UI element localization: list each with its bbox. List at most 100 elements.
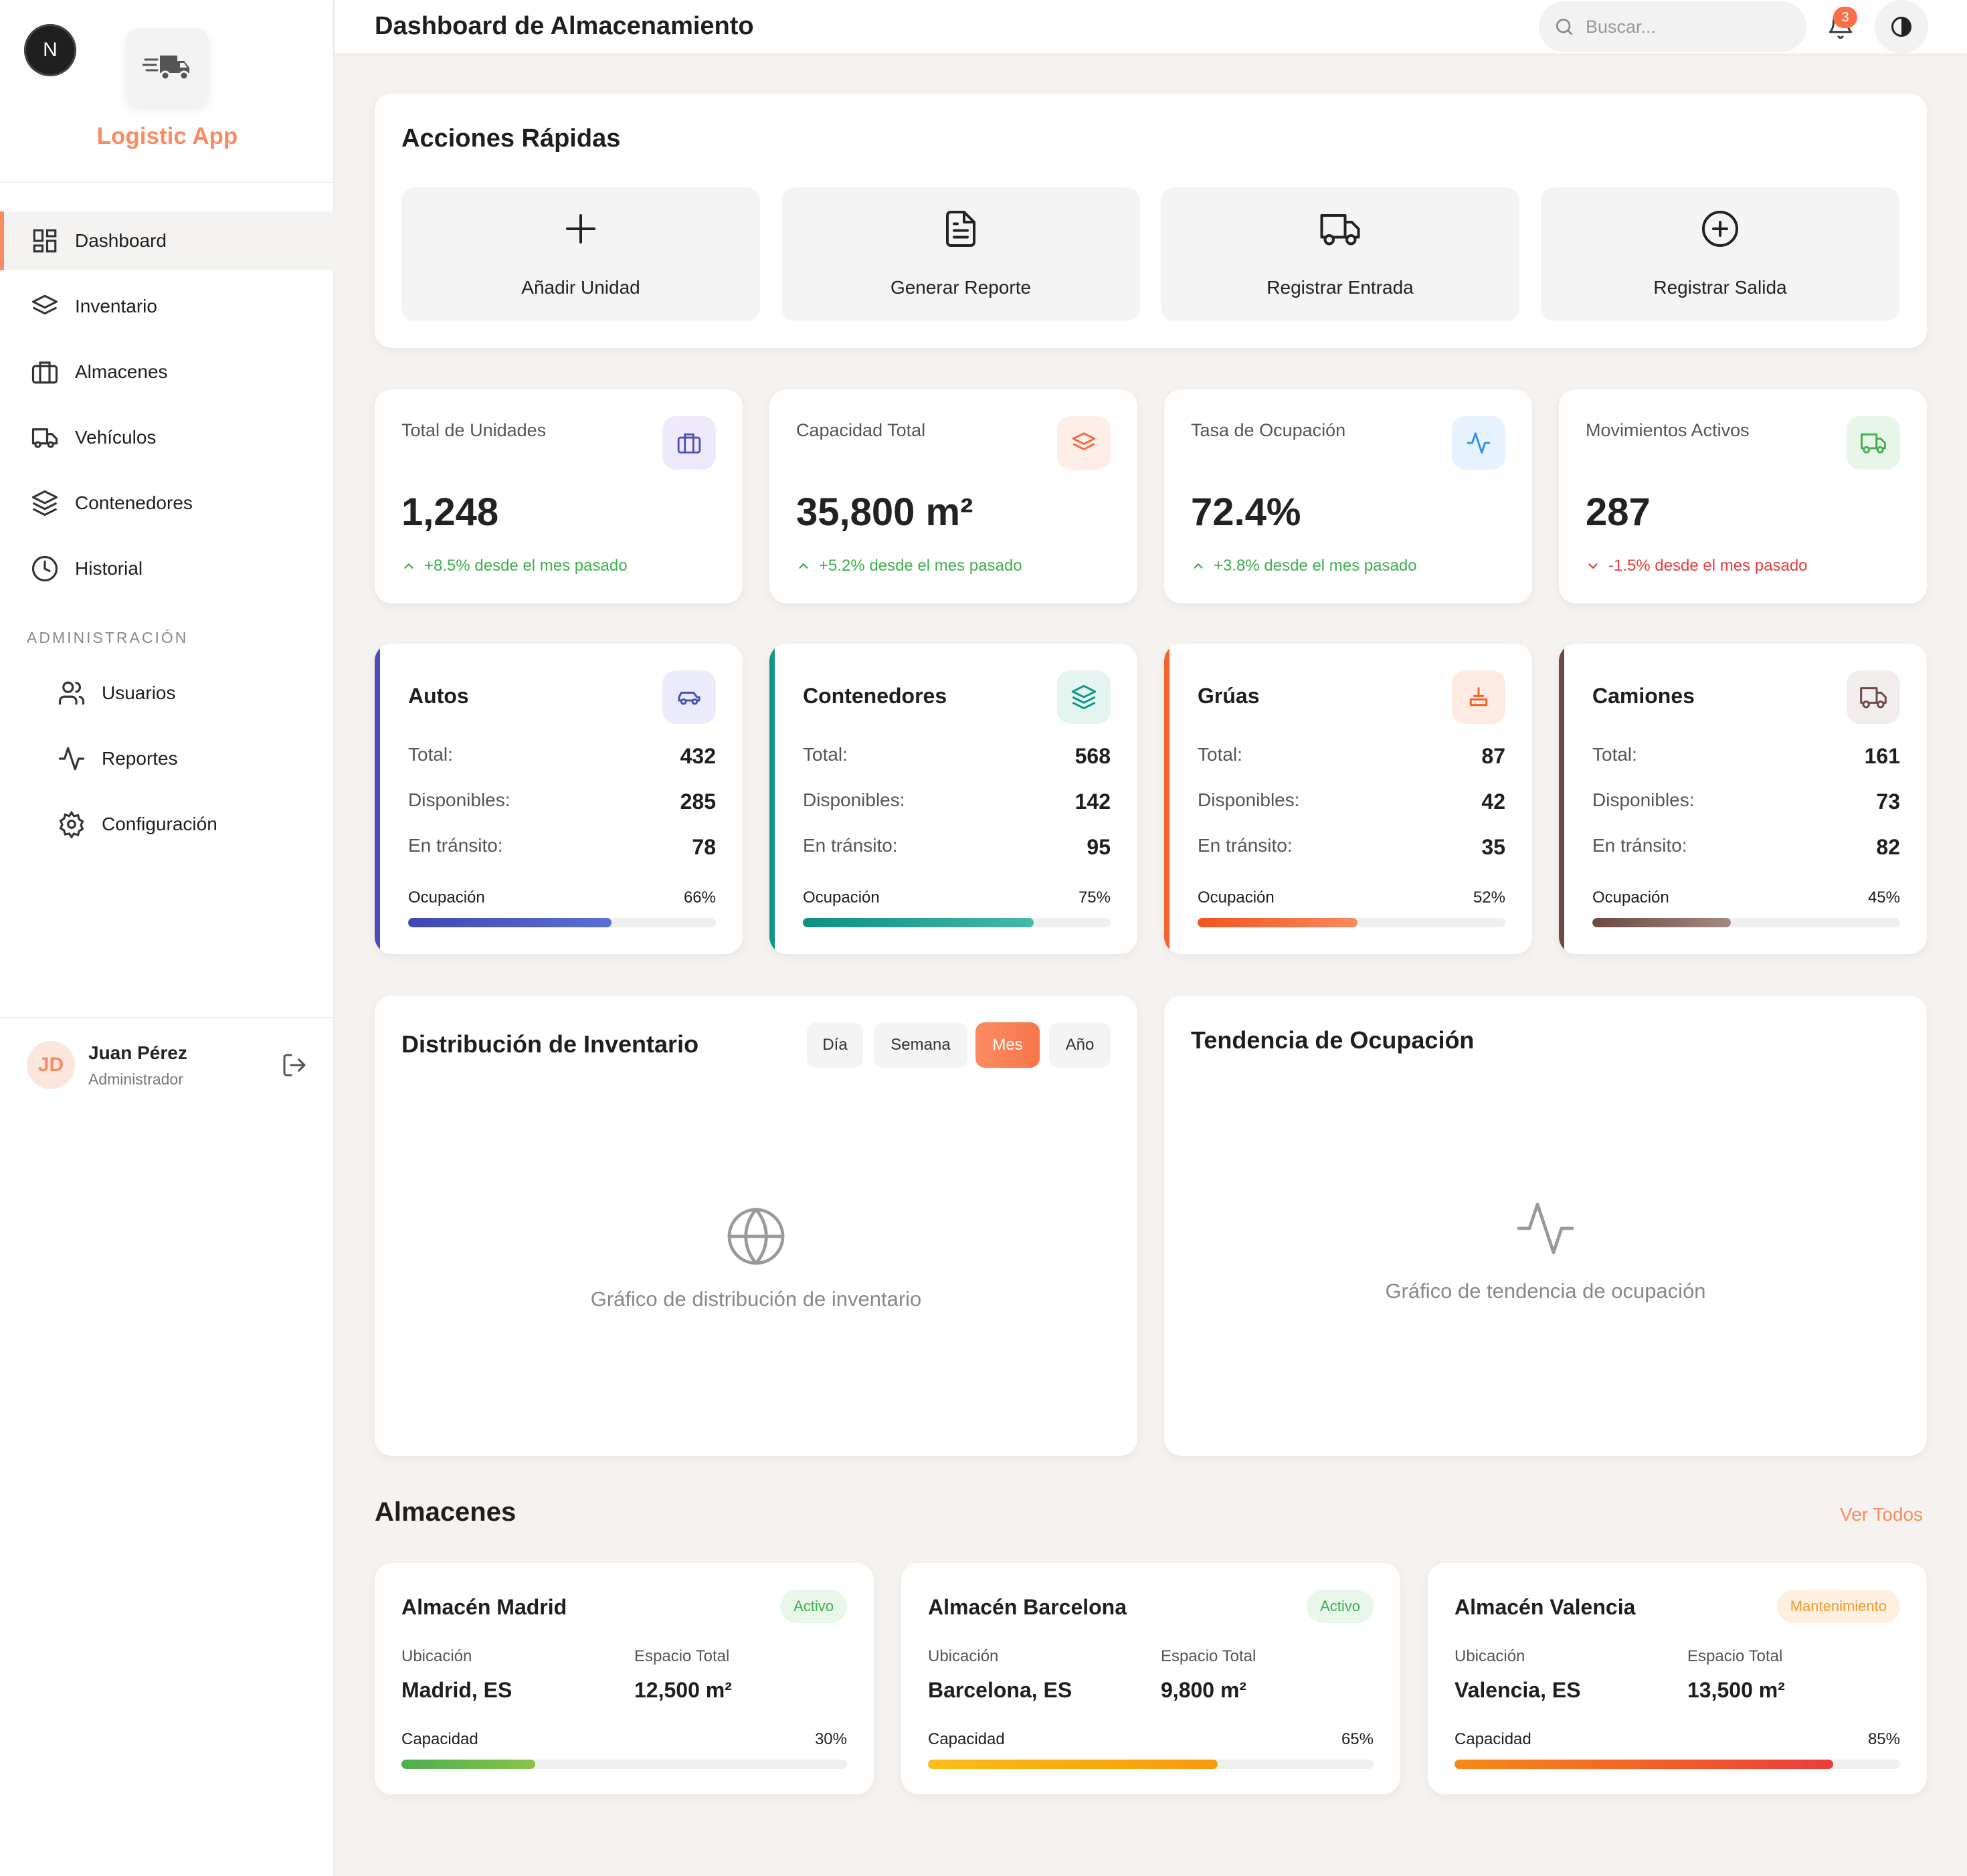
space-label: Espacio Total (634, 1647, 730, 1665)
category-row-total: Total: 568 (803, 744, 1111, 771)
row-value: 142 (1074, 789, 1111, 814)
add-unit-button[interactable] (401, 187, 760, 321)
sidebar-item-vehiculos[interactable]: Vehículos (0, 408, 335, 467)
stat-value: 35,800 m² (796, 490, 973, 534)
sidebar-divider (0, 1017, 335, 1018)
category-title: Grúas (1198, 684, 1260, 708)
warehouse-card-madrid[interactable]: Almacén Madrid Activo Ubicación Espacio … (375, 1563, 874, 1794)
trend-title: Tendencia de Ocupación (1191, 1026, 1475, 1054)
occupancy-progress (1592, 918, 1900, 927)
stat-icon-wrap (1057, 416, 1111, 470)
dashboard-icon (33, 229, 57, 253)
capacity-progress-fill (1455, 1760, 1834, 1769)
category-icon-wrap (1057, 670, 1111, 724)
stat-change-text: -1.5% desde el mes pasado (1608, 557, 1808, 575)
space-value: 9,800 m² (1161, 1678, 1247, 1702)
search-box[interactable] (1539, 1, 1806, 52)
category-title: Camiones (1592, 684, 1695, 708)
sidebar-item-label: Contenedores (75, 492, 193, 513)
row-label: En tránsito: (1198, 835, 1293, 856)
row-label: Disponibles: (408, 789, 510, 810)
category-row-transit: En tránsito: 95 (803, 835, 1111, 862)
truck-icon (1320, 214, 1360, 246)
search-icon (1556, 19, 1572, 35)
admin-section-label: ADMINISTRACIÓN (27, 629, 189, 646)
generate-report-button[interactable] (781, 187, 1140, 321)
row-value: 87 (1481, 744, 1505, 768)
warehouse-card-barcelona[interactable]: Almacén Barcelona Activo Ubicación Espac… (901, 1563, 1400, 1794)
sidebar-item-label: Dashboard (75, 230, 167, 251)
row-value: 432 (680, 744, 716, 768)
occupancy-label: Ocupación (1592, 888, 1669, 907)
crane-icon (1469, 687, 1488, 707)
occupancy-progress-fill (1198, 918, 1358, 927)
sidebar-item-contenedores[interactable]: Contenedores (0, 474, 335, 533)
avatar[interactable]: JD (27, 1041, 75, 1089)
stat-change: +5.2% desde el mes pasado (796, 557, 1022, 575)
sidebar-item-label: Reportes (102, 748, 178, 769)
sidebar-item-historial[interactable]: Historial (0, 539, 335, 598)
stat-card-occupancy: Tasa de Ocupación 72.4% +3.8% desde el m… (1164, 389, 1532, 603)
sidebar-item-almacenes[interactable]: Almacenes (0, 343, 335, 401)
period-tab-day[interactable]: Día (807, 1022, 863, 1068)
warehouse-name: Almacén Madrid (401, 1595, 567, 1619)
warehouse-name: Almacén Barcelona (928, 1595, 1127, 1619)
search-input[interactable] (1586, 12, 1786, 41)
space-label: Espacio Total (1161, 1647, 1256, 1665)
warehouse-card-valencia[interactable]: Almacén Valencia Mantenimiento Ubicación… (1428, 1563, 1927, 1794)
period-tab-month[interactable]: Mes (975, 1022, 1040, 1068)
occupancy-progress-fill (1592, 918, 1731, 927)
occupancy-value: 52% (1473, 888, 1505, 907)
delivery-truck-icon (143, 56, 189, 81)
category-icon-wrap (1452, 670, 1505, 724)
logo[interactable] (126, 28, 209, 106)
sidebar-item-usuarios[interactable]: Usuarios (0, 664, 335, 723)
globe-icon (727, 1208, 785, 1265)
period-tab-year[interactable]: Año (1049, 1022, 1111, 1068)
row-label: En tránsito: (408, 835, 503, 856)
sidebar-divider (0, 182, 335, 183)
stat-icon-wrap (662, 416, 716, 470)
logout-icon[interactable] (281, 1052, 308, 1078)
occupancy-progress (1198, 918, 1505, 927)
notification-count-badge: 3 (1833, 7, 1857, 28)
sidebar-item-label: Historial (75, 558, 143, 579)
plus-circle-icon (1702, 211, 1738, 247)
stat-change-text: +3.8% desde el mes pasado (1214, 557, 1417, 575)
sidebar-item-dashboard[interactable]: Dashboard (0, 211, 335, 270)
location-label: Ubicación (401, 1647, 472, 1665)
view-all-link[interactable]: Ver Todos (1840, 1504, 1924, 1525)
register-exit-button[interactable] (1541, 187, 1899, 321)
warehouse-name: Almacén Valencia (1455, 1595, 1636, 1619)
register-entry-button[interactable] (1161, 187, 1519, 321)
occupancy-value: 45% (1867, 888, 1900, 907)
stat-label: Movimientos Activos (1586, 420, 1750, 440)
row-label: Total: (803, 744, 848, 765)
sidebar-item-configuracion[interactable]: Configuración (0, 795, 335, 854)
stat-card-capacity: Capacidad Total 35,800 m² +5.2% desde el… (769, 389, 1137, 603)
space-label: Espacio Total (1687, 1647, 1783, 1665)
category-row-total: Total: 87 (1198, 744, 1505, 771)
category-row-available: Disponibles: 142 (803, 789, 1111, 816)
row-value: 161 (1864, 744, 1900, 768)
truck-icon (31, 428, 58, 448)
category-row-available: Disponibles: 42 (1198, 789, 1505, 816)
distribution-chart-placeholder: Gráfico de distribución de inventario (590, 1287, 922, 1311)
category-card-gruas: Grúas Total: 87 Disponibles: 42 En tránsit… (1164, 644, 1532, 954)
stack-icon (31, 490, 58, 517)
user-role: Administrador (88, 1070, 183, 1088)
category-accent-bar (1559, 644, 1564, 954)
location-value: Valencia, ES (1455, 1678, 1581, 1702)
app-badge[interactable]: N (24, 24, 76, 76)
sidebar-item-label: Almacenes (75, 361, 168, 382)
theme-toggle-button[interactable] (1875, 0, 1928, 54)
quick-action-label: Generar Reporte (890, 277, 1032, 298)
row-label: En tránsito: (1592, 835, 1687, 856)
capacity-value: 65% (1341, 1730, 1374, 1748)
car-icon (678, 691, 700, 705)
users-icon (58, 681, 85, 705)
quick-action-label: Registrar Entrada (1267, 277, 1414, 298)
sidebar-item-reportes[interactable]: Reportes (0, 729, 335, 788)
period-tab-week[interactable]: Semana (874, 1022, 967, 1068)
sidebar-item-inventario[interactable]: Inventario (0, 277, 335, 336)
